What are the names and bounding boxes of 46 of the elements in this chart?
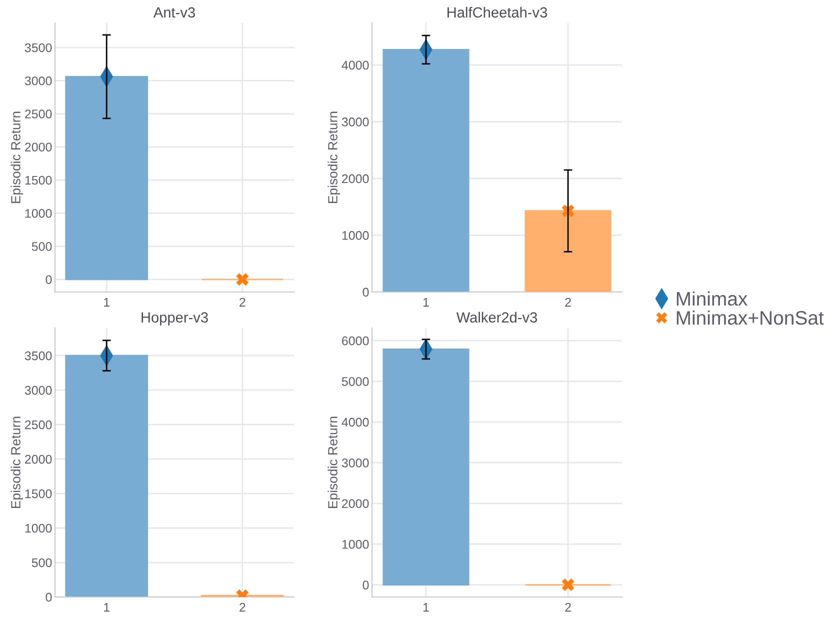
x-tick-label: 2 bbox=[240, 298, 246, 307]
y-tick-label: 0 bbox=[46, 592, 52, 602]
y-tick-label: 5000 bbox=[342, 377, 369, 386]
legend-label: Minimax+NonSat bbox=[676, 310, 824, 325]
y-tick-label: 4000 bbox=[342, 60, 369, 70]
y-tick-label: 1000 bbox=[342, 540, 369, 549]
chart-title: HalfCheetah-v3 bbox=[448, 6, 548, 18]
y-tick-label: 0 bbox=[362, 580, 369, 590]
chart-title: Walker2d-v3 bbox=[456, 312, 538, 323]
y-tick-label: 1000 bbox=[25, 208, 52, 218]
y-tick-label: 3500 bbox=[24, 351, 52, 360]
y-tick-label: 3000 bbox=[24, 386, 52, 395]
y-tick-label: 2000 bbox=[342, 174, 369, 184]
y-axis-title: Episodic Return bbox=[10, 416, 24, 508]
y-tick-label: 3000 bbox=[24, 76, 52, 86]
x-tick-label: 1 bbox=[104, 603, 110, 612]
y-axis-title: Episodic Return bbox=[328, 416, 340, 508]
y-tick-label: 6000 bbox=[342, 336, 369, 346]
y-tick-label: 2000 bbox=[25, 454, 52, 464]
legend-label: Minimax bbox=[676, 291, 748, 306]
y-tick-label: 3500 bbox=[24, 43, 52, 52]
x-tick-label: 2 bbox=[565, 602, 571, 612]
y-tick-label: 500 bbox=[32, 242, 52, 251]
y-tick-label: 2500 bbox=[25, 110, 52, 118]
y-tick-label: 500 bbox=[32, 558, 52, 568]
x-tick-label: 1 bbox=[423, 603, 429, 612]
x-tick-label: 2 bbox=[565, 298, 571, 307]
y-tick-label: 1500 bbox=[25, 176, 52, 185]
y-tick-label: 4000 bbox=[342, 418, 369, 427]
y-tick-label: 3000 bbox=[342, 458, 369, 468]
x-tick-label: 1 bbox=[423, 298, 429, 307]
chart-title: Ant-v3 bbox=[153, 7, 195, 18]
y-axis-title: Episodic Return bbox=[328, 112, 340, 203]
y-tick-label: 0 bbox=[46, 275, 52, 284]
y-tick-label: 1500 bbox=[25, 489, 52, 498]
y-tick-label: 1000 bbox=[25, 524, 52, 533]
y-tick-label: 3000 bbox=[342, 118, 369, 126]
y-tick-label: 2000 bbox=[342, 499, 369, 508]
y-tick-label: 1000 bbox=[342, 231, 369, 240]
x-tick-label: 2 bbox=[240, 602, 246, 612]
x-tick-label: 1 bbox=[104, 298, 110, 307]
y-tick-label: 2500 bbox=[25, 420, 52, 430]
y-axis-title: Episodic Return bbox=[10, 112, 24, 203]
y-tick-label: 0 bbox=[362, 288, 369, 297]
y-tick-label: 2000 bbox=[25, 142, 52, 152]
chart-title: Hopper-v3 bbox=[142, 312, 208, 326]
